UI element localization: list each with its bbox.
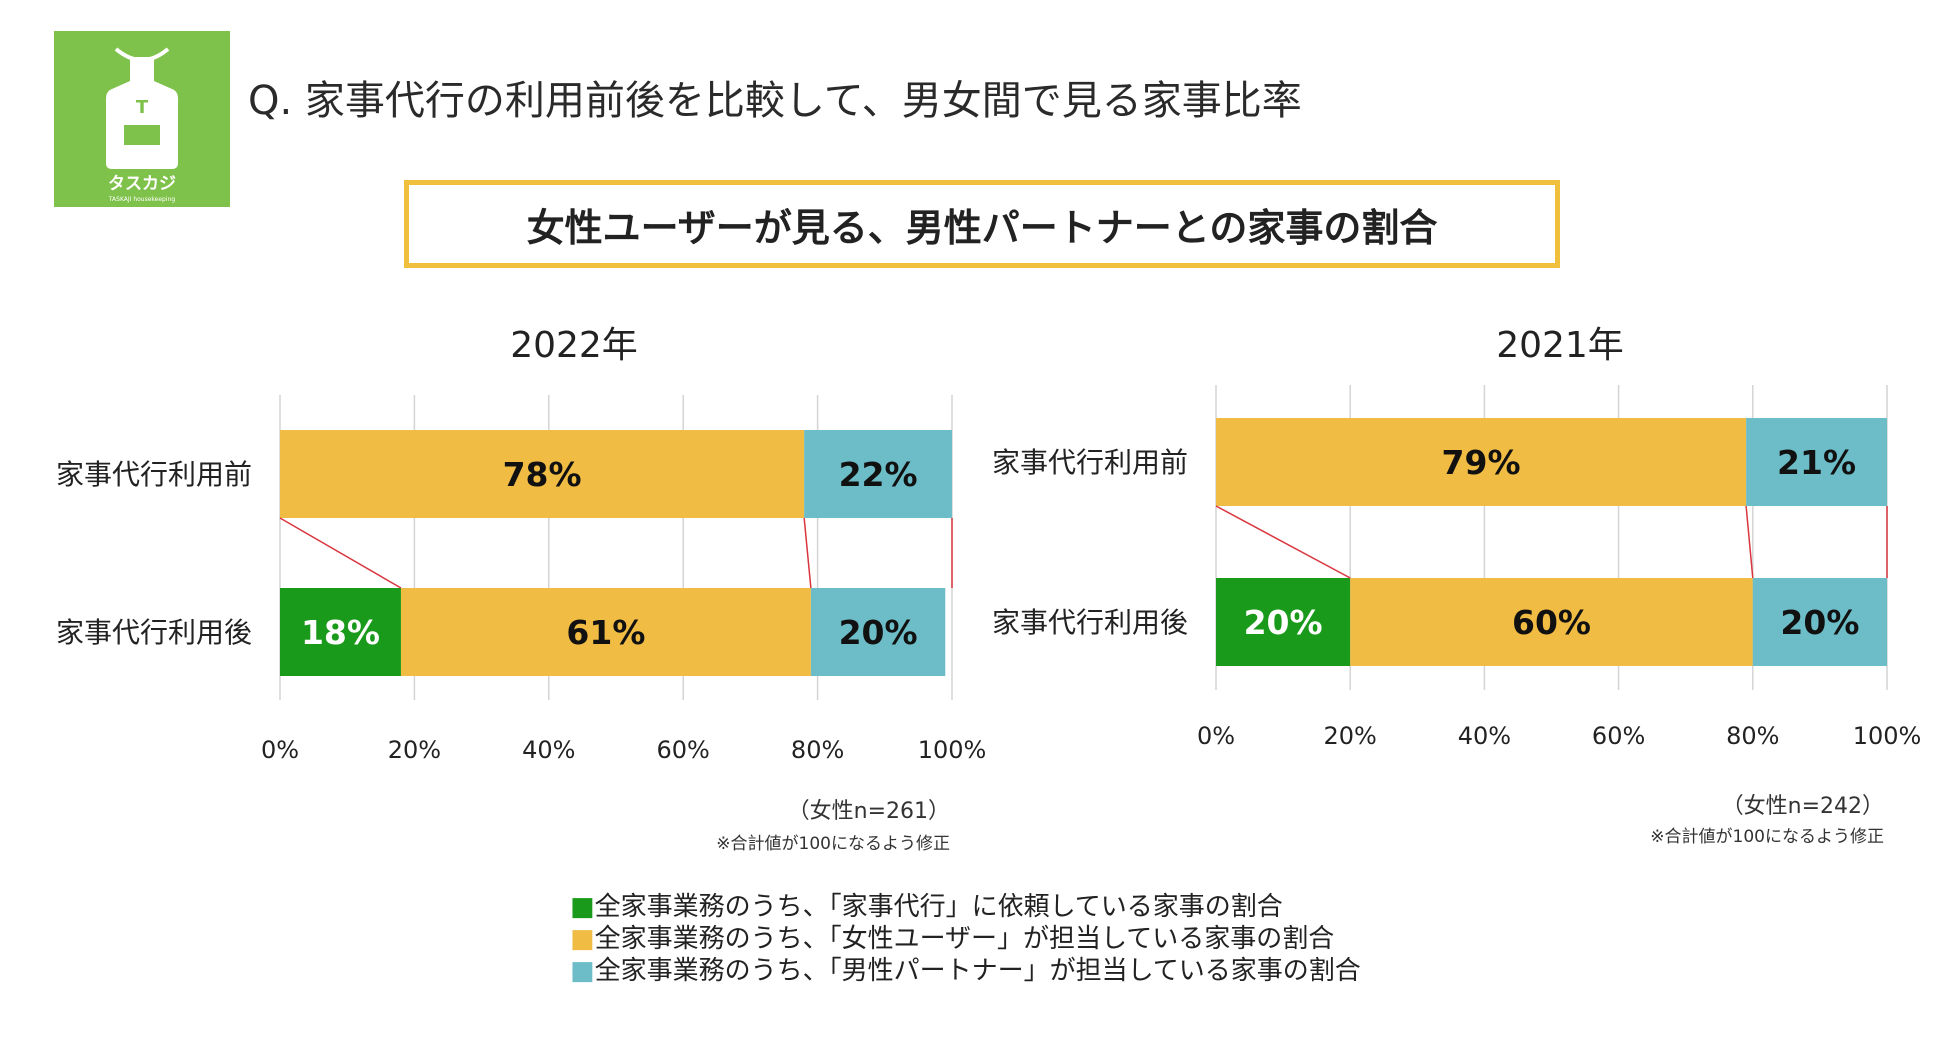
x-tick-label: 80% xyxy=(791,736,844,764)
data-label: 21% xyxy=(1777,443,1856,482)
subtitle-box: 女性ユーザーが見る、男性パートナーとの家事の割合 xyxy=(404,180,1560,268)
chart-title-2022: 2022年 xyxy=(510,325,638,366)
legend: ■全家事業務のうち、「家事代行」に依頼している家事の割合 ■全家事業務のうち、「… xyxy=(570,886,1361,987)
bar-segment xyxy=(1216,578,1351,666)
taskaji-logo: T タスカジ TASKAJI housekeeping xyxy=(54,31,230,207)
connector-line xyxy=(803,517,812,589)
bar-segment xyxy=(280,588,401,676)
x-tick-label: 20% xyxy=(1324,722,1377,750)
data-label: 20% xyxy=(1780,603,1859,642)
x-tick-label: 40% xyxy=(1458,722,1511,750)
chart-title-2021: 2021年 xyxy=(1496,325,1624,366)
data-label: 20% xyxy=(839,613,918,652)
data-label: 60% xyxy=(1512,603,1591,642)
legend-item-female: ■全家事業務のうち、「女性ユーザー」が担当している家事の割合 xyxy=(570,918,1361,955)
bar-segment xyxy=(1350,578,1753,666)
x-tick-label: 100% xyxy=(918,736,987,764)
connector-line xyxy=(279,517,402,589)
x-tick-label: 60% xyxy=(657,736,710,764)
chart-2021: 0% 20% 40% 60% 80% 100% 家事代行利用前 79% 21% 家事代行利用後 20… xyxy=(992,385,1922,750)
x-tick-label: 20% xyxy=(388,736,441,764)
data-label: 78% xyxy=(503,455,582,494)
data-label: 22% xyxy=(839,455,918,494)
legend-label: 全家事業務のうち、「家事代行」に依頼している家事の割合 xyxy=(594,891,1283,922)
connector-line xyxy=(1745,505,1754,579)
category-label: 家事代行利用前 xyxy=(56,458,252,491)
logo-subtext: TASKAJI housekeeping xyxy=(108,196,176,203)
legend-text-agency: ■全家事業務のうち、「家事代行」に依頼している家事の割合 xyxy=(570,886,1283,923)
x-tick-label: 0% xyxy=(261,736,299,764)
legend-text-male: ■全家事業務のうち、「男性パートナー」が担当している家事の割合 xyxy=(570,950,1361,987)
fix-note-2022: ※合計値が100になるよう修正 xyxy=(716,834,950,854)
x-tick-label: 0% xyxy=(1197,722,1235,750)
bar-segment xyxy=(810,588,946,676)
legend-item-male: ■全家事業務のうち、「男性パートナー」が担当している家事の割合 xyxy=(570,950,1361,987)
category-label: 家事代行利用後 xyxy=(56,616,252,649)
legend-text-female: ■全家事業務のうち、「女性ユーザー」が担当している家事の割合 xyxy=(570,918,1334,955)
logo-text: タスカジ xyxy=(108,174,176,194)
x-tick-label: 60% xyxy=(1592,722,1645,750)
chart-2022: 0% 20% 40% 60% 80% 100% 家事代行利用前 78% 22% 家事代行利用後 18… xyxy=(56,395,987,764)
x-tick-label: 80% xyxy=(1726,722,1779,750)
subtitle: 女性ユーザーが見る、男性パートナーとの家事の割合 xyxy=(526,205,1438,250)
data-label: 20% xyxy=(1244,603,1323,642)
fix-note-2021: ※合計値が100になるよう修正 xyxy=(1650,827,1884,847)
x-tick-label: 100% xyxy=(1853,722,1922,750)
x-tick-label: 40% xyxy=(522,736,575,764)
legend-swatch: ■ xyxy=(570,955,595,986)
legend-item-agency: ■全家事業務のうち、「家事代行」に依頼している家事の割合 xyxy=(570,886,1361,923)
sample-note-2021: （女性n=242） xyxy=(1721,794,1884,819)
bar-segment xyxy=(400,588,811,676)
connector-line xyxy=(1215,505,1351,579)
data-label: 79% xyxy=(1442,443,1521,482)
data-label: 61% xyxy=(566,613,645,652)
legend-swatch: ■ xyxy=(570,923,595,954)
bar-segment xyxy=(1746,418,1887,506)
data-label: 18% xyxy=(301,613,380,652)
category-label: 家事代行利用後 xyxy=(992,606,1188,639)
apron-icon: T タスカジ TASKAJI housekeeping xyxy=(106,47,178,203)
logo-letter: T xyxy=(136,97,149,118)
bar-segment xyxy=(1752,578,1887,666)
legend-label: 全家事業務のうち、「女性ユーザー」が担当している家事の割合 xyxy=(594,923,1335,954)
page-title: Q. 家事代行の利用前後を比較して、男女間で見る家事比率 xyxy=(248,78,1302,124)
bar-segment xyxy=(1216,418,1747,506)
category-label: 家事代行利用前 xyxy=(992,446,1188,479)
legend-label: 全家事業務のうち、「男性パートナー」が担当している家事の割合 xyxy=(594,955,1361,986)
sample-note-2022: （女性n=261） xyxy=(787,799,950,824)
bar-segment xyxy=(804,430,952,518)
legend-swatch: ■ xyxy=(570,891,595,922)
bar-segment xyxy=(280,430,805,518)
